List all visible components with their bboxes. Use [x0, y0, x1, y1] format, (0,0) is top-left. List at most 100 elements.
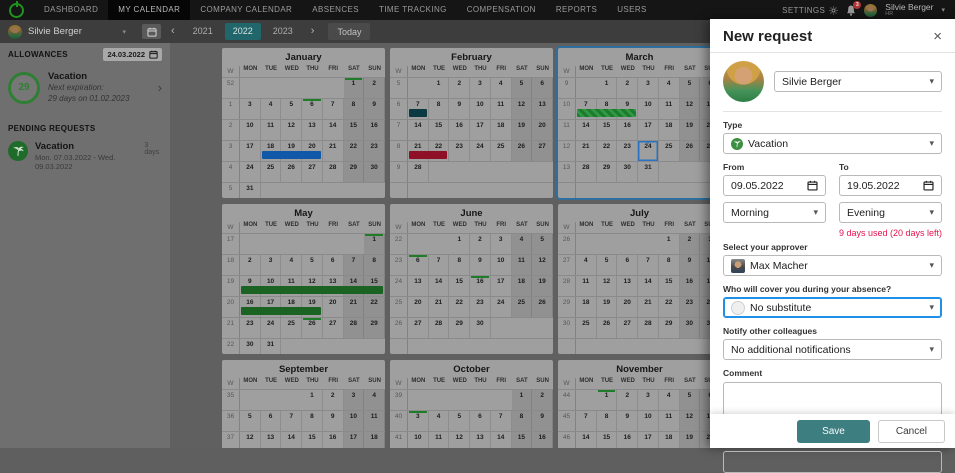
- day-cell-february-7[interactable]: 7: [408, 99, 429, 119]
- day-cell-march-24[interactable]: 24: [638, 141, 659, 161]
- absence-bar[interactable]: [577, 109, 637, 117]
- day-cell-january-9[interactable]: 9: [364, 99, 385, 119]
- day-cell-january-2[interactable]: 2: [364, 78, 385, 98]
- day-cell-june-25[interactable]: 25: [511, 297, 533, 317]
- day-cell-may-31[interactable]: 31: [261, 339, 282, 354]
- day-cell-january-31[interactable]: 31: [240, 183, 261, 198]
- day-cell-july-11[interactable]: 11: [576, 276, 597, 296]
- day-cell-september-11[interactable]: 11: [364, 411, 385, 431]
- day-cell-july-29[interactable]: 29: [659, 318, 680, 338]
- cancel-button[interactable]: Cancel: [877, 419, 945, 443]
- day-cell-july-5[interactable]: 5: [597, 255, 618, 275]
- year-tab-2023[interactable]: 2023: [272, 26, 293, 36]
- day-cell-february-11[interactable]: 11: [491, 99, 512, 119]
- day-cell-january-27[interactable]: 27: [302, 162, 323, 182]
- day-cell-march-5[interactable]: 5: [679, 78, 701, 98]
- absence-bar[interactable]: [409, 109, 427, 117]
- day-cell-november-3[interactable]: 3: [638, 390, 659, 410]
- day-cell-may-29[interactable]: 29: [364, 318, 385, 338]
- day-cell-february-18[interactable]: 18: [491, 120, 512, 140]
- day-cell-february-26[interactable]: 26: [511, 141, 533, 161]
- day-cell-november-5[interactable]: 5: [679, 390, 701, 410]
- day-cell-june-18[interactable]: 18: [511, 276, 533, 296]
- day-cell-june-11[interactable]: 11: [511, 255, 533, 275]
- day-cell-february-5[interactable]: 5: [511, 78, 533, 98]
- day-cell-november-15[interactable]: 15: [597, 432, 618, 448]
- day-cell-july-16[interactable]: 16: [679, 276, 701, 296]
- day-cell-september-6[interactable]: 6: [261, 411, 282, 431]
- day-cell-february-14[interactable]: 14: [408, 120, 429, 140]
- day-cell-september-4[interactable]: 4: [364, 390, 385, 410]
- day-cell-january-15[interactable]: 15: [343, 120, 365, 140]
- nav-item-dashboard[interactable]: DASHBOARD: [44, 5, 99, 14]
- day-cell-february-12[interactable]: 12: [511, 99, 533, 119]
- day-cell-july-9[interactable]: 9: [679, 255, 701, 275]
- day-cell-june-20[interactable]: 20: [408, 297, 429, 317]
- absence-bar[interactable]: [241, 307, 321, 315]
- day-cell-october-9[interactable]: 9: [532, 411, 553, 431]
- notifications-button[interactable]: 3: [846, 0, 862, 16]
- day-cell-july-28[interactable]: 28: [638, 318, 659, 338]
- day-cell-september-1[interactable]: 1: [302, 390, 323, 410]
- day-cell-march-11[interactable]: 11: [659, 99, 680, 119]
- day-cell-may-27[interactable]: 27: [323, 318, 344, 338]
- day-cell-july-30[interactable]: 30: [679, 318, 701, 338]
- day-cell-june-30[interactable]: 30: [470, 318, 491, 338]
- day-cell-may-24[interactable]: 24: [261, 318, 282, 338]
- day-cell-january-16[interactable]: 16: [364, 120, 385, 140]
- day-cell-september-14[interactable]: 14: [281, 432, 303, 448]
- day-cell-january-8[interactable]: 8: [343, 99, 365, 119]
- close-icon[interactable]: ×: [933, 28, 942, 45]
- day-cell-september-12[interactable]: 12: [240, 432, 261, 448]
- nav-item-time-tracking[interactable]: TIME TRACKING: [379, 5, 447, 14]
- day-cell-may-20[interactable]: 20: [323, 297, 344, 317]
- day-cell-october-10[interactable]: 10: [408, 432, 429, 448]
- day-cell-june-21[interactable]: 21: [429, 297, 450, 317]
- day-cell-september-15[interactable]: 15: [302, 432, 323, 448]
- user-avatar[interactable]: [864, 3, 878, 17]
- day-cell-march-31[interactable]: 31: [638, 162, 659, 182]
- day-cell-january-6[interactable]: 6: [302, 99, 323, 119]
- day-cell-november-18[interactable]: 18: [659, 432, 680, 448]
- nav-user-menu[interactable]: Silvie Berger HR: [885, 2, 933, 18]
- nav-item-absences[interactable]: ABSENCES: [312, 5, 360, 14]
- day-cell-may-2[interactable]: 2: [240, 255, 261, 275]
- day-cell-october-4[interactable]: 4: [429, 411, 450, 431]
- day-cell-january-20[interactable]: 20: [302, 141, 323, 161]
- substitute-select[interactable]: No substitute ▾: [723, 297, 942, 318]
- day-cell-february-19[interactable]: 19: [511, 120, 533, 140]
- day-cell-march-29[interactable]: 29: [597, 162, 618, 182]
- day-cell-february-28[interactable]: 28: [408, 162, 429, 182]
- day-cell-july-26[interactable]: 26: [597, 318, 618, 338]
- day-cell-january-30[interactable]: 30: [364, 162, 385, 182]
- day-cell-july-2[interactable]: 2: [679, 234, 701, 254]
- day-cell-september-9[interactable]: 9: [323, 411, 344, 431]
- day-cell-november-17[interactable]: 17: [638, 432, 659, 448]
- day-cell-october-13[interactable]: 13: [470, 432, 491, 448]
- nav-item-my-calendar[interactable]: MY CALENDAR: [108, 0, 191, 20]
- day-cell-june-7[interactable]: 7: [429, 255, 450, 275]
- day-cell-march-23[interactable]: 23: [617, 141, 639, 161]
- nav-item-compensation[interactable]: COMPENSATION: [466, 5, 536, 14]
- day-cell-may-5[interactable]: 5: [302, 255, 323, 275]
- save-button[interactable]: Save: [797, 419, 870, 443]
- day-cell-june-6[interactable]: 6: [408, 255, 429, 275]
- day-cell-november-9[interactable]: 9: [617, 411, 639, 431]
- day-cell-september-7[interactable]: 7: [281, 411, 303, 431]
- day-cell-june-4[interactable]: 4: [511, 234, 533, 254]
- day-cell-february-3[interactable]: 3: [470, 78, 491, 98]
- to-date-input[interactable]: 19.05.2022: [839, 175, 942, 196]
- from-daytime-select[interactable]: Morning ▾: [723, 202, 826, 223]
- day-cell-september-18[interactable]: 18: [364, 432, 385, 448]
- day-cell-november-14[interactable]: 14: [576, 432, 597, 448]
- day-cell-may-7[interactable]: 7: [343, 255, 365, 275]
- day-cell-september-13[interactable]: 13: [261, 432, 282, 448]
- day-cell-july-25[interactable]: 25: [576, 318, 597, 338]
- day-cell-november-2[interactable]: 2: [617, 390, 639, 410]
- day-cell-may-26[interactable]: 26: [302, 318, 323, 338]
- absence-bar[interactable]: [409, 151, 448, 159]
- day-cell-october-11[interactable]: 11: [429, 432, 450, 448]
- day-cell-may-19[interactable]: 19: [302, 297, 323, 317]
- day-cell-february-15[interactable]: 15: [429, 120, 450, 140]
- day-cell-july-23[interactable]: 23: [679, 297, 701, 317]
